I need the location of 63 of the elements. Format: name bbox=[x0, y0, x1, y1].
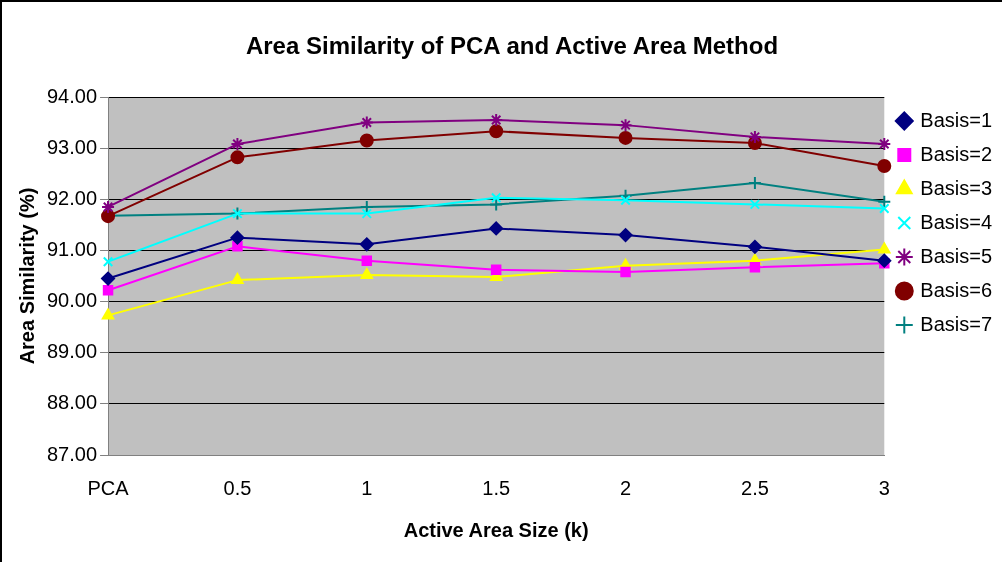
point bbox=[361, 208, 373, 219]
point bbox=[618, 130, 633, 145]
legend-label: Basis=2 bbox=[920, 142, 993, 165]
x-tick-label: 3 bbox=[878, 476, 890, 499]
point bbox=[359, 237, 374, 252]
y-tick-label: 88.00 bbox=[46, 391, 98, 414]
point bbox=[747, 175, 762, 190]
point bbox=[361, 255, 373, 266]
point bbox=[359, 115, 374, 130]
x-axis-title: Active Area Size (k) bbox=[403, 518, 589, 541]
point bbox=[749, 262, 761, 273]
point bbox=[877, 253, 892, 268]
point bbox=[489, 197, 504, 212]
point bbox=[618, 228, 633, 243]
point bbox=[101, 308, 115, 320]
point bbox=[618, 118, 633, 133]
y-axis-title: Area Similarity (%) bbox=[15, 187, 38, 365]
point bbox=[101, 199, 116, 214]
point bbox=[230, 150, 245, 165]
chart-title: Area Similarity of PCA and Active Area Method bbox=[244, 32, 780, 60]
point bbox=[231, 273, 244, 285]
x-tick-label: 2 bbox=[619, 476, 632, 499]
x-tick-label: 1.5 bbox=[482, 476, 511, 499]
point bbox=[877, 137, 892, 152]
y-tick-label: 89.00 bbox=[46, 340, 98, 363]
y-tick-label: 91.00 bbox=[46, 237, 98, 260]
legend-label: Basis=3 bbox=[920, 176, 993, 199]
point bbox=[878, 242, 891, 254]
point bbox=[620, 266, 631, 278]
point bbox=[749, 199, 761, 210]
y-tick-label: 87.00 bbox=[46, 442, 98, 465]
legend-label: Basis=7 bbox=[920, 312, 993, 335]
point bbox=[230, 137, 245, 152]
point bbox=[489, 113, 504, 128]
legend-label: Basis=1 bbox=[920, 108, 993, 131]
legend-label: Basis=5 bbox=[920, 244, 993, 267]
x-tick-label: PCA bbox=[87, 476, 130, 499]
x-tick-label: 1 bbox=[361, 476, 373, 499]
y-tick-label: 90.00 bbox=[46, 289, 98, 312]
point bbox=[102, 256, 114, 267]
point bbox=[360, 267, 373, 279]
y-tick-label: 92.00 bbox=[46, 186, 98, 209]
point bbox=[877, 194, 892, 209]
point bbox=[747, 129, 762, 144]
point bbox=[489, 221, 504, 236]
point bbox=[877, 159, 892, 174]
point bbox=[490, 192, 502, 203]
x-tick-label: 2.5 bbox=[741, 476, 769, 499]
point bbox=[747, 239, 762, 254]
point bbox=[359, 133, 374, 148]
point bbox=[879, 203, 890, 214]
y-tick-label: 93.00 bbox=[46, 135, 98, 158]
point bbox=[102, 285, 114, 296]
point bbox=[359, 199, 374, 214]
x-tick-label: 0.5 bbox=[223, 476, 252, 499]
point bbox=[620, 195, 631, 206]
point bbox=[101, 271, 116, 286]
point bbox=[230, 230, 245, 245]
legend-label: Basis=6 bbox=[920, 278, 993, 301]
legend-label: Basis=4 bbox=[920, 210, 993, 233]
y-tick-label: 94.00 bbox=[46, 84, 98, 107]
point bbox=[490, 264, 502, 276]
point bbox=[489, 124, 504, 139]
